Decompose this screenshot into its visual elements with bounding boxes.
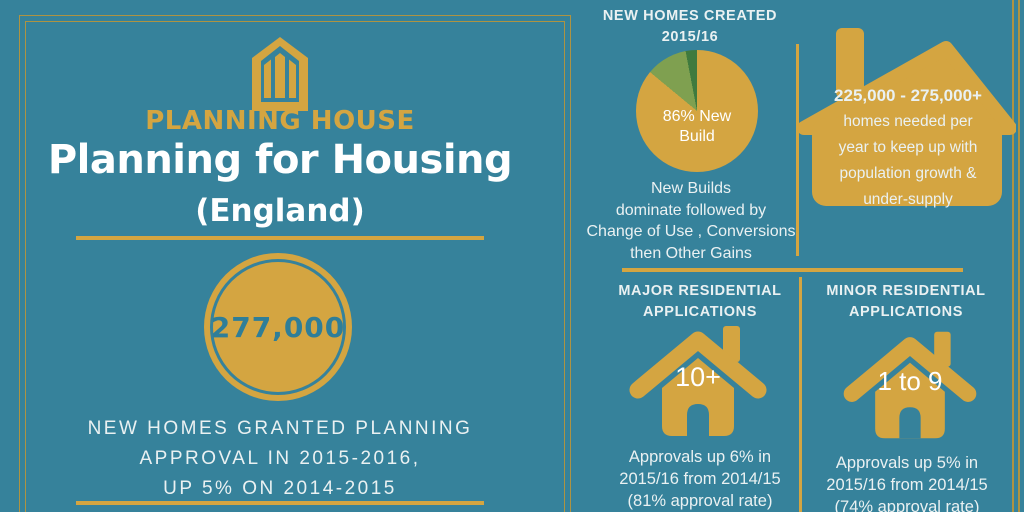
pie-caption-line: New Builds (650, 180, 732, 197)
pie-caption-line: then Other Gains (630, 244, 752, 262)
home-icon-minor (843, 331, 977, 439)
minor-house-label: 1 to 9 (877, 366, 943, 396)
planning-house-logo-icon (252, 37, 308, 111)
minor-caption: Approvals up 5% in 2015/16 from 2014/15 … (814, 452, 1000, 512)
major-heading-line: APPLICATIONS (642, 304, 758, 320)
new-homes-heading: NEW HOMES CREATED 2015/16 (583, 6, 797, 48)
new-homes-heading-line: NEW HOMES CREATED (602, 8, 778, 24)
minor-heading-line: MINOR RESIDENTIAL (826, 283, 986, 299)
home-icon-major (629, 326, 767, 436)
pie-caption-line: Change of Use , Conversions (586, 223, 796, 240)
left-frame-outer (19, 15, 571, 512)
stat-value: 277,000 (210, 310, 346, 344)
stat-caption-line: UP 5% ON 2014-2015 (163, 478, 397, 499)
major-caption-line: 2015/16 from 2014/15 (619, 470, 781, 488)
new-homes-heading-line: 2015/16 (661, 29, 719, 45)
right-frame-line-outer (1012, 0, 1014, 512)
stat-caption-line: NEW HOMES GRANTED PLANNING (87, 418, 473, 439)
major-caption: Approvals up 6% in 2015/16 from 2014/15 … (606, 446, 794, 512)
pie-caption-line: dominate followed by (615, 201, 767, 219)
major-heading-line: MAJOR RESIDENTIAL (618, 283, 782, 299)
major-heading: MAJOR RESIDENTIAL APPLICATIONS (598, 281, 802, 323)
pie-chart-label: 86% New Build (662, 108, 732, 145)
stat-circle: 277,000 (204, 253, 352, 401)
minor-caption-line: 2015/16 from 2014/15 (826, 476, 988, 494)
stat-caption-line: APPROVAL IN 2015-2016, (139, 448, 421, 469)
divider-vertical-top (796, 44, 799, 256)
housing-need-line: under-supply (863, 191, 953, 208)
brand-name: PLANNING HOUSE (145, 106, 415, 136)
housing-need-line: homes needed per (843, 113, 973, 130)
divider-vertical-bottom (799, 277, 802, 512)
major-caption-line: (81% approval rate) (627, 492, 773, 510)
pie-chart: 86% New Build (636, 50, 758, 172)
housing-need-headline: 225,000 - 275,000+ (834, 86, 982, 105)
right-frame-line-inner (1018, 0, 1020, 512)
page-subtitle: (England) (195, 193, 365, 229)
major-house-label: 10+ (675, 362, 721, 392)
minor-heading-line: APPLICATIONS (848, 304, 964, 320)
gold-divider-bottom (76, 501, 484, 505)
house-with-chimney-icon (798, 28, 1016, 206)
gold-divider-top (76, 236, 484, 240)
page-title: Planning for Housing (47, 137, 513, 183)
stat-circle-ring (210, 259, 346, 395)
housing-need-line: year to keep up with (838, 139, 978, 156)
minor-caption-line: (74% approval rate) (834, 498, 980, 512)
stat-caption: NEW HOMES GRANTED PLANNING APPROVAL IN 2… (30, 414, 530, 504)
minor-caption-line: Approvals up 5% in (835, 454, 979, 472)
left-frame-inner (25, 21, 565, 512)
divider-horizontal (622, 268, 963, 272)
major-caption-line: Approvals up 6% in (628, 448, 772, 466)
housing-need-text: 225,000 - 275,000+ homes needed per year… (806, 83, 1010, 213)
pie-caption: New Builds dominate followed by Change o… (578, 178, 804, 264)
minor-heading: MINOR RESIDENTIAL APPLICATIONS (806, 281, 1006, 323)
housing-need-line: population growth & (839, 165, 977, 182)
